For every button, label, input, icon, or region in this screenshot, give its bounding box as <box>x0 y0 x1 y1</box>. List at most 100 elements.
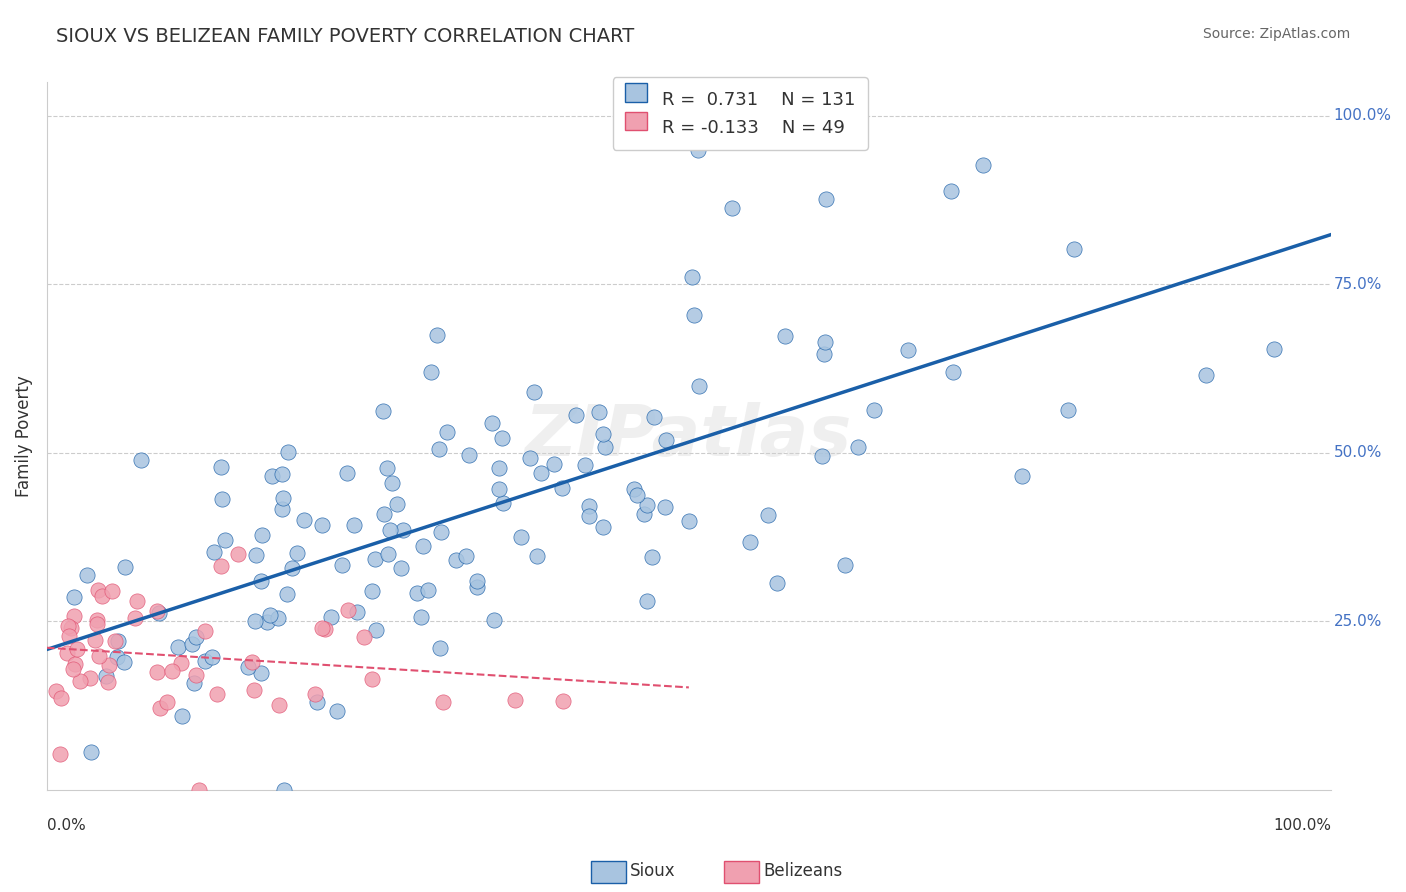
Point <box>773 328 796 343</box>
Point <box>766 575 789 590</box>
Point <box>1263 342 1285 356</box>
Point <box>432 695 454 709</box>
Point <box>574 458 596 473</box>
Text: 50.0%: 50.0% <box>1333 445 1382 460</box>
Point <box>429 524 451 539</box>
Point <box>942 365 965 379</box>
Point <box>683 308 706 322</box>
Point <box>863 402 886 417</box>
Point <box>588 405 610 419</box>
Point <box>107 634 129 648</box>
Point <box>245 548 267 562</box>
Point <box>194 624 217 639</box>
Point <box>270 467 292 482</box>
Point <box>654 500 676 514</box>
Point <box>166 640 188 654</box>
Y-axis label: Family Poverty: Family Poverty <box>15 376 32 497</box>
Text: Sioux: Sioux <box>630 863 675 880</box>
Text: 100.0%: 100.0% <box>1272 818 1331 833</box>
Point <box>444 552 467 566</box>
Point <box>124 611 146 625</box>
Point <box>145 665 167 679</box>
Point <box>551 481 574 495</box>
Point <box>636 498 658 512</box>
Point <box>427 442 450 457</box>
Text: 25.0%: 25.0% <box>1333 614 1382 629</box>
Point <box>49 691 72 706</box>
Point <box>243 614 266 628</box>
Point <box>252 527 274 541</box>
Point <box>256 615 278 630</box>
Point <box>686 143 709 157</box>
Point <box>160 664 183 678</box>
Point <box>207 687 229 701</box>
Point <box>530 467 553 481</box>
Point <box>564 408 586 422</box>
Point <box>211 491 233 506</box>
Point <box>112 655 135 669</box>
Legend: R =  0.731    N = 131, R = -0.133    N = 49: R = 0.731 N = 131, R = -0.133 N = 49 <box>613 77 868 150</box>
Point <box>389 561 412 575</box>
Point <box>416 582 439 597</box>
Point <box>314 622 336 636</box>
Point <box>363 552 385 566</box>
Point <box>578 509 600 524</box>
Point <box>636 594 658 608</box>
Point <box>94 669 117 683</box>
Point <box>1195 368 1218 382</box>
Point <box>429 640 451 655</box>
Point <box>813 347 835 361</box>
Point <box>720 201 742 215</box>
Point <box>456 549 478 563</box>
Point <box>240 655 263 669</box>
Point <box>465 574 488 588</box>
Point <box>592 520 614 534</box>
Point <box>592 426 614 441</box>
Point <box>181 637 204 651</box>
Point <box>519 450 541 465</box>
Point <box>373 507 395 521</box>
Point <box>553 694 575 708</box>
Point <box>103 634 125 648</box>
Point <box>482 613 505 627</box>
Point <box>45 684 67 698</box>
Point <box>688 379 710 393</box>
Point <box>353 630 375 644</box>
Point <box>277 445 299 459</box>
Point <box>63 590 86 604</box>
Point <box>58 619 80 633</box>
Point <box>481 416 503 430</box>
Point <box>815 192 838 206</box>
Point <box>510 530 533 544</box>
Point <box>276 587 298 601</box>
Point <box>405 586 427 600</box>
Point <box>86 616 108 631</box>
Point <box>846 440 869 454</box>
Point <box>426 327 449 342</box>
Point <box>280 560 302 574</box>
Point <box>183 675 205 690</box>
Point <box>125 594 148 608</box>
Text: 75.0%: 75.0% <box>1333 277 1382 292</box>
Point <box>371 403 394 417</box>
Text: ZIPatlas: ZIPatlas <box>526 401 852 471</box>
Point <box>146 604 169 618</box>
Point <box>972 158 994 172</box>
Point <box>595 440 617 454</box>
Point <box>65 657 87 672</box>
Point <box>226 547 249 561</box>
Point <box>305 695 328 709</box>
Point <box>304 687 326 701</box>
Text: Source: ZipAtlas.com: Source: ZipAtlas.com <box>1202 27 1350 41</box>
Point <box>643 409 665 424</box>
Point <box>337 603 360 617</box>
Point <box>411 610 433 624</box>
Point <box>834 558 856 573</box>
Point <box>311 621 333 635</box>
Point <box>412 539 434 553</box>
Point <box>148 606 170 620</box>
Point <box>105 649 128 664</box>
Point <box>330 558 353 573</box>
Point <box>641 549 664 564</box>
Point <box>267 611 290 625</box>
